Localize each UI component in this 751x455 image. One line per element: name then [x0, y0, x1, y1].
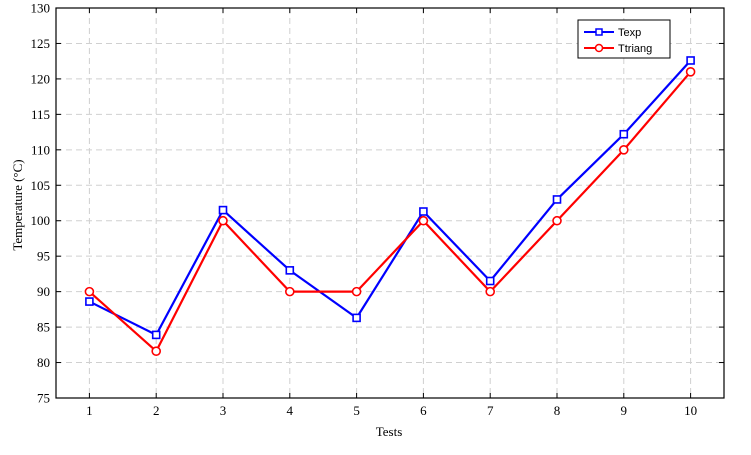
series-ttriang-point [618, 145, 629, 155]
axes-layer: 1 2 3 4 5 6 7 8 9 10 75 80 85 90 95 100 105 110 115 120 125 1… [31, 1, 725, 418]
series-texp-point [85, 297, 94, 306]
x-tick-label: 5 [353, 403, 360, 418]
y-tick-label: 115 [31, 107, 50, 122]
x-axis-title: Tests [376, 424, 403, 439]
x-tick-label: 7 [487, 403, 494, 418]
legend-box [577, 19, 671, 59]
series-ttriang-line [88, 71, 692, 353]
series-ttriang-point [685, 67, 696, 77]
legend-ttriang-marker [594, 43, 604, 53]
y-axis-title: Temperature (°C) [10, 159, 25, 250]
series-ttriang-point [485, 286, 496, 297]
series-texp-point [552, 195, 562, 204]
x-tick-label: 1 [86, 403, 93, 418]
series-texp-point [151, 330, 161, 340]
series-texp-point [686, 56, 695, 65]
y-tick-label: 95 [37, 249, 50, 264]
series-texp-point [485, 276, 495, 286]
legend-texp-label: Texp [618, 27, 641, 39]
series-texp-point [419, 207, 428, 216]
series-ttriang-point [552, 215, 562, 226]
series-layer [84, 56, 696, 357]
series-texp-point [285, 266, 295, 275]
y-tick-label: 75 [37, 391, 50, 406]
legend-ttriang-label: Ttriang [618, 43, 652, 55]
series-ttriang-point [351, 286, 362, 297]
y-tick-label: 100 [31, 213, 51, 228]
x-tick-label: 9 [621, 403, 628, 418]
y-tick-label: 105 [31, 178, 51, 193]
y-tick-label: 80 [37, 355, 50, 370]
legend: Texp Ttriang [577, 19, 671, 59]
x-tick-label: 6 [420, 403, 427, 418]
series-ttriang-point [84, 286, 95, 297]
x-tick-label: 4 [287, 403, 294, 418]
x-tick-label: 10 [684, 403, 697, 418]
series-ttriang-point [218, 215, 228, 226]
x-tick-label: 3 [220, 403, 227, 418]
y-tick-label: 130 [31, 1, 51, 16]
series-ttriang-point [151, 346, 161, 357]
series-texp-line [88, 59, 692, 336]
y-tick-label: 120 [31, 71, 51, 86]
series-texp-point [218, 205, 228, 215]
plot-frame [55, 7, 725, 399]
plot-background [56, 8, 724, 398]
legend-texp-marker [595, 28, 603, 36]
series-ttriang-point [284, 286, 295, 297]
y-tick-label: 125 [31, 36, 51, 51]
grid-layer [56, 8, 724, 398]
series-texp-point [619, 129, 629, 139]
series-texp-point [352, 313, 361, 323]
y-tick-label: 85 [37, 320, 50, 335]
y-tick-label: 110 [31, 142, 50, 157]
series-ttriang-point [418, 215, 429, 226]
x-tick-label: 8 [554, 403, 561, 418]
y-tick-label: 90 [37, 284, 50, 299]
x-tick-label: 2 [153, 403, 160, 418]
